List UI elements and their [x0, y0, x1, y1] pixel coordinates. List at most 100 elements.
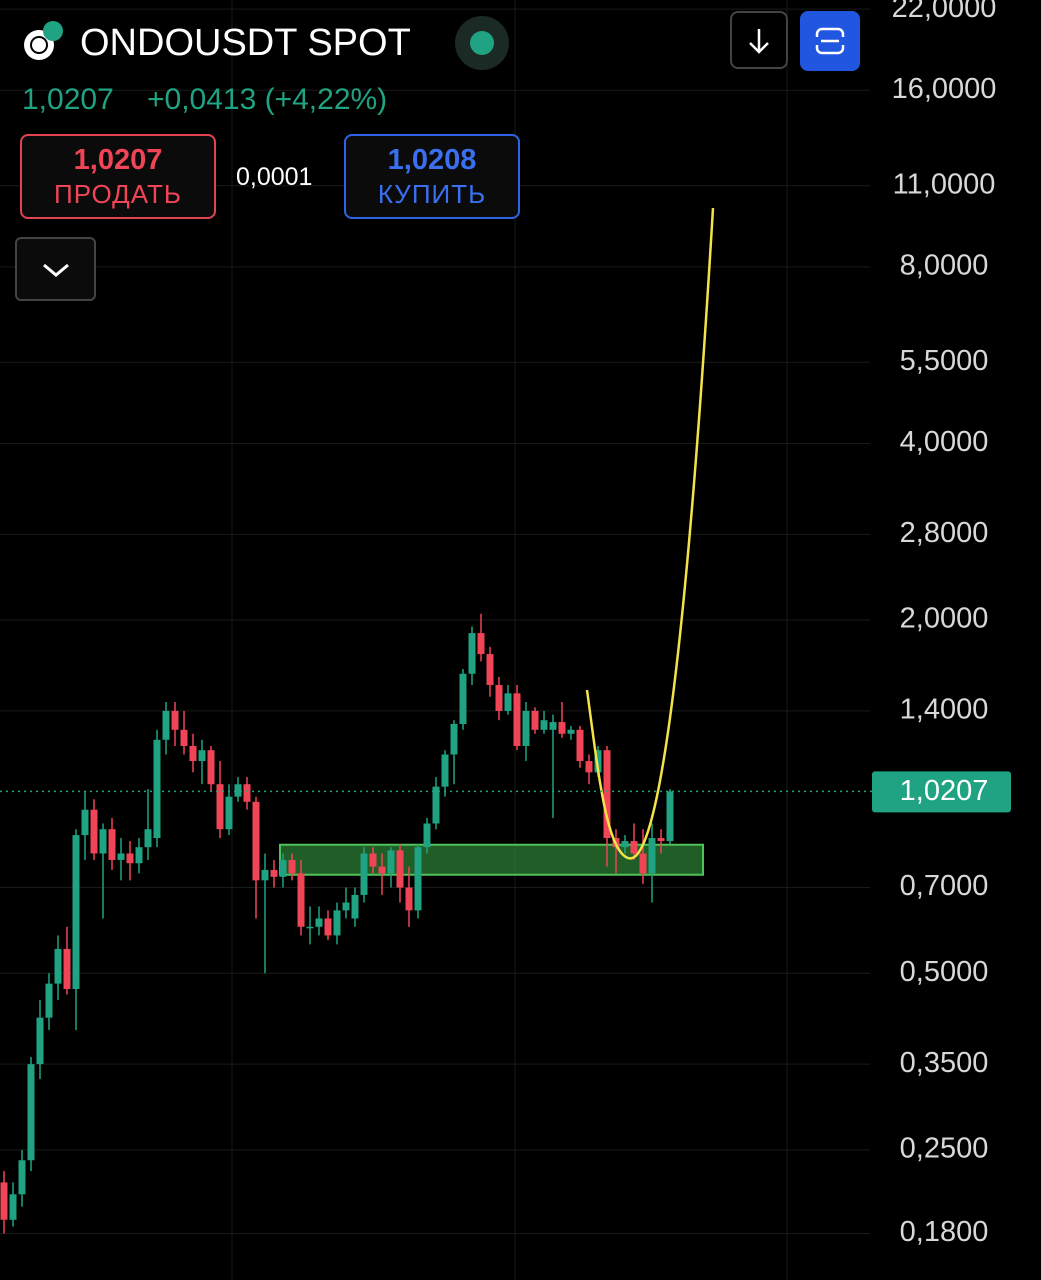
candle-body — [504, 693, 512, 711]
candle-body — [558, 722, 566, 734]
candle-body — [369, 853, 377, 867]
candle-body — [117, 853, 125, 860]
candle-body — [153, 739, 161, 839]
last-price: 1,0207 — [22, 83, 114, 116]
candle-body — [450, 723, 458, 755]
candle-body — [72, 835, 80, 990]
candle-body — [99, 829, 107, 854]
candle-body — [360, 853, 368, 895]
candle-body — [414, 847, 422, 911]
candle-body — [477, 633, 485, 655]
y-tick-label: 2,8000 — [900, 517, 989, 549]
candle-body — [171, 710, 179, 730]
chevron — [43, 263, 69, 277]
candle-body — [315, 918, 323, 927]
candle-body — [288, 859, 296, 874]
candle-body — [144, 829, 152, 848]
candle-body — [261, 869, 269, 881]
candle-body — [18, 1160, 26, 1195]
candle-body — [225, 796, 233, 830]
candle-body — [567, 729, 575, 734]
candle-body — [252, 801, 260, 881]
candle-body — [522, 710, 530, 746]
candle-body — [486, 654, 494, 685]
candle-body — [45, 983, 53, 1018]
candle-body — [36, 1017, 44, 1065]
candle-body — [639, 853, 647, 874]
sell-label: ПРОДАТЬ — [54, 179, 182, 209]
candle-body — [495, 684, 503, 711]
candle-body — [396, 850, 404, 888]
logo-badge — [43, 21, 63, 41]
candle-body — [279, 859, 287, 877]
candle-body — [198, 750, 206, 762]
y-tick-label: 0,3500 — [900, 1047, 989, 1079]
candle-body — [180, 729, 188, 746]
candle-body — [333, 910, 341, 936]
candle-body — [576, 729, 584, 762]
candle-body — [540, 720, 548, 730]
candle-body — [90, 809, 98, 854]
candle-body — [81, 809, 89, 836]
fullscreen-icon — [814, 27, 846, 55]
candle-body — [342, 902, 350, 911]
candle-body — [441, 754, 449, 787]
candle-body — [297, 873, 305, 927]
candle-body — [234, 784, 242, 797]
expand-button[interactable] — [15, 237, 96, 301]
y-tick-label: 4,0000 — [900, 426, 989, 458]
candle-body — [351, 894, 359, 919]
candle-body — [630, 841, 638, 854]
candle-body — [405, 887, 413, 911]
price-tag-label: 1,0207 — [900, 775, 989, 807]
candle-body — [513, 693, 521, 746]
candle-body — [108, 829, 116, 860]
buy-button[interactable]: 1,0208 КУПИТЬ — [344, 134, 520, 219]
sell-button[interactable]: 1,0207 ПРОДАТЬ — [20, 134, 216, 219]
logo — [22, 20, 64, 62]
candle-body — [207, 750, 215, 785]
status-dot — [455, 16, 509, 70]
candle-body — [531, 710, 539, 730]
price-tag — [872, 771, 1011, 813]
candle-body — [387, 850, 395, 874]
candle-body — [378, 866, 386, 874]
candle-body — [189, 745, 197, 762]
candle-body — [621, 841, 629, 848]
price-change: +0,0413 (+4,22%) — [147, 83, 388, 116]
candle-body — [162, 710, 170, 740]
candle-body — [135, 847, 143, 864]
candle-body — [657, 838, 665, 842]
candle-body — [63, 948, 71, 990]
symbol: ONDOUSDT SPOT — [80, 22, 411, 64]
fullscreen-button[interactable] — [800, 11, 860, 71]
candle-body — [54, 948, 62, 984]
logo-icon — [24, 21, 63, 60]
y-tick-label: 8,0000 — [900, 249, 989, 281]
candle-body — [666, 791, 674, 842]
candle-body — [9, 1194, 17, 1220]
spread: 0,0001 — [236, 163, 313, 191]
y-axis: 22,0000 16,0000 11,0000 8,0000 5,5000 4,0000 2… — [0, 0, 1011, 1248]
y-tick-label: 0,1800 — [900, 1216, 989, 1248]
candle-body — [432, 786, 440, 824]
y-tick-label: 22,0000 — [892, 0, 997, 24]
candle-body — [216, 784, 224, 830]
y-tick-label: 0,7000 — [900, 870, 989, 902]
download-button[interactable] — [730, 11, 788, 69]
candle-body — [648, 838, 656, 874]
status-dot-inner — [470, 31, 494, 55]
y-tick-label: 0,5000 — [900, 956, 989, 988]
y-tick-label: 1,4000 — [900, 694, 989, 726]
y-tick-label: 16,0000 — [892, 73, 997, 105]
candle-body — [126, 853, 134, 864]
logo-ring — [30, 36, 48, 54]
candles — [0, 613, 674, 1234]
chevron-icon — [43, 263, 69, 277]
candle-body — [306, 926, 314, 929]
candle-body — [468, 633, 476, 674]
candle-body — [243, 784, 251, 802]
y-tick-label: 2,0000 — [900, 603, 989, 635]
candle-body — [0, 1182, 8, 1220]
